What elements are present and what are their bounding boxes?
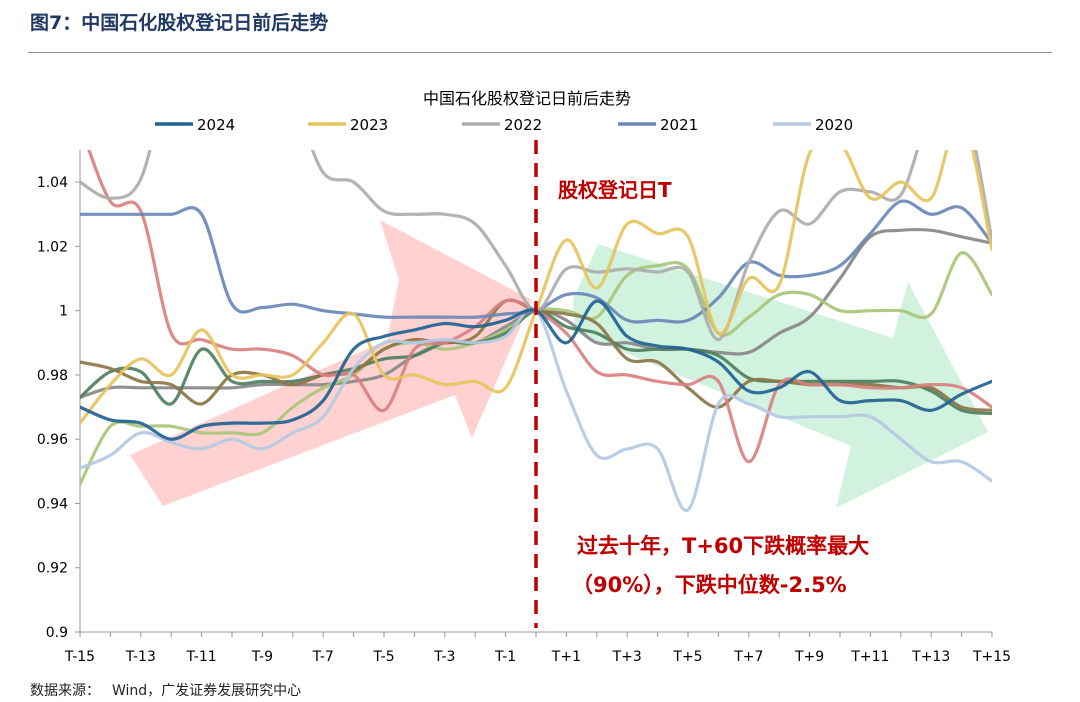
x-tick-label: T+15: [972, 649, 1011, 665]
y-tick-label: 0.9: [46, 625, 68, 641]
x-tick-label: T+13: [911, 649, 950, 665]
figure-title: 图7：中国石化股权登记日前后走势: [30, 12, 329, 34]
axes: 0.9 0.92 0.94 0.96 0.98 1 1.02 1.04 T-15 T-13 T-11…: [37, 150, 1011, 665]
legend-label: 2024: [197, 116, 235, 134]
x-tick-label: T+3: [612, 649, 642, 665]
x-tick-label: T-9: [251, 649, 273, 665]
x-tick-label: T-1: [494, 649, 516, 665]
x-tick-label: T+5: [672, 649, 702, 665]
source-label: 数据来源：: [30, 683, 100, 699]
y-tick-label: 1.04: [37, 175, 68, 191]
x-tick-label: T-7: [312, 649, 334, 665]
series-line-2023: [80, 150, 992, 425]
stat-annotation-line1: 过去十年，T+60下跌概率最大: [577, 534, 869, 558]
registration-day-label: 股权登记日T: [558, 178, 672, 202]
y-tick-label: 0.94: [37, 496, 68, 512]
x-tick-label: T-3: [433, 649, 455, 665]
x-tick-label: T-15: [64, 649, 95, 665]
y-tick-label: 1: [59, 304, 68, 320]
legend-label: 2022: [504, 116, 542, 134]
legend: 2024 2023 2022 2021 2020: [155, 116, 853, 134]
down-trend-arrow: [573, 244, 988, 508]
legend-label: 2020: [815, 116, 853, 134]
x-tick-label: T-13: [125, 649, 156, 665]
up-trend-arrow: [130, 220, 532, 506]
x-tick-label: T-11: [186, 649, 217, 665]
source-text: Wind，广发证券发展研究中心: [112, 683, 302, 699]
y-tick-label: 0.92: [37, 561, 68, 577]
legend-label: 2023: [350, 116, 388, 134]
x-tick-label: T+7: [733, 649, 763, 665]
series-line-2022: [80, 150, 992, 342]
x-tick-label: T-5: [372, 649, 394, 665]
x-tick-label: T+1: [551, 649, 581, 665]
x-tick-label: T+11: [850, 649, 889, 665]
y-tick-label: 0.96: [37, 432, 68, 448]
trend-arrows: [130, 220, 988, 508]
x-tick-label: T+9: [794, 649, 824, 665]
series-line-2020: [80, 307, 992, 512]
stat-annotation-line2: （90%），下跌中位数-2.5%: [572, 573, 847, 597]
source-note: 数据来源： Wind，广发证券发展研究中心: [30, 680, 301, 700]
legend-label: 2021: [660, 116, 698, 134]
title-divider: [28, 52, 1052, 53]
chart-title: 中国石化股权登记日前后走势: [423, 89, 631, 108]
y-tick-label: 1.02: [37, 239, 68, 255]
y-tick-label: 0.98: [37, 368, 68, 384]
